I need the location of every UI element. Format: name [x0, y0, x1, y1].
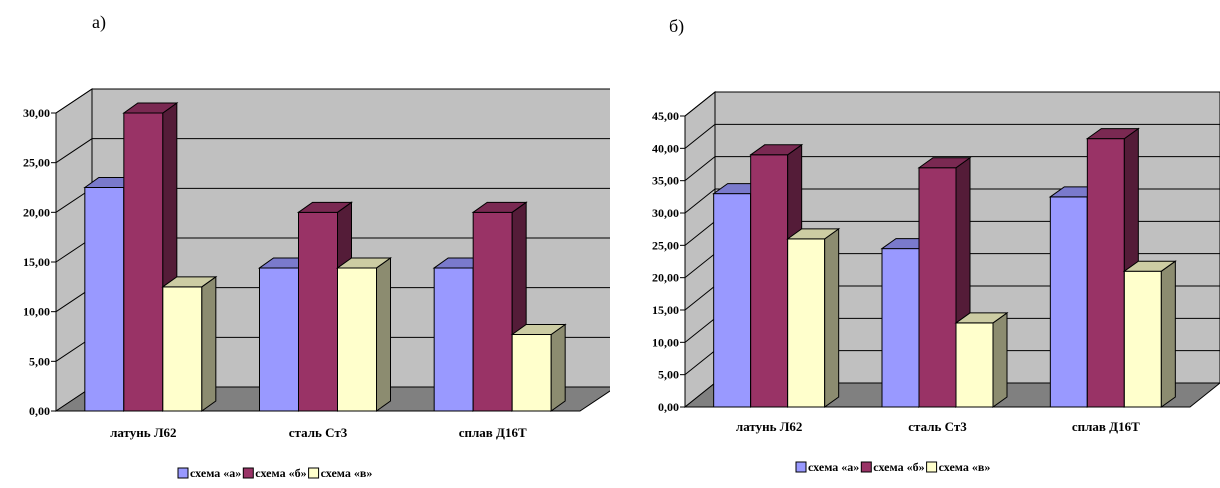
legend-label: схема «а»	[190, 466, 241, 480]
legend-swatch	[308, 467, 320, 479]
x-category-label: сплав Д16Т	[459, 425, 527, 440]
legend-swatch	[242, 467, 254, 479]
side-wall	[684, 90, 716, 409]
y-tick-label: 0,00	[658, 400, 679, 414]
gridline	[55, 138, 616, 164]
bar-side	[992, 311, 1008, 408]
bar-front	[918, 167, 957, 408]
y-tick-label: 5,00	[658, 368, 679, 382]
x-category-label: латунь Л62	[110, 425, 176, 440]
bar-front	[787, 238, 826, 408]
bar-front	[337, 267, 377, 412]
bar-front	[713, 193, 752, 408]
bar-side	[824, 227, 840, 408]
legend-label: схема «в»	[939, 460, 991, 474]
bar-front	[511, 334, 552, 412]
x-category-label: сталь Ст3	[289, 425, 348, 440]
bar-side	[550, 323, 566, 412]
y-tick-label: 25,00	[23, 156, 50, 170]
bar-top	[954, 312, 1009, 324]
bar-side	[1160, 260, 1176, 408]
bar-front	[881, 248, 920, 408]
chart-b-svg: 0,00 5,00 10,00 15,00 20,00 25,00 30,00 35,00 40…	[652, 90, 1220, 474]
legend-swatch	[177, 467, 189, 479]
chart-panel-a: а) 0,00 5,00 10,00 15,00 20,00 25,00 30,00 лату…	[0, 0, 618, 483]
bar-top	[749, 144, 804, 156]
y-tick-label: 20,00	[23, 205, 50, 219]
bar-front	[750, 154, 789, 408]
gridline	[684, 156, 1220, 182]
x-category-label: латунь Л62	[736, 419, 802, 434]
bar-front	[1049, 196, 1088, 408]
panel-label-a: а)	[92, 12, 106, 32]
panel-label-b: б)	[669, 16, 685, 36]
y-tick-label: 10,00	[23, 305, 50, 319]
bar-side	[201, 275, 217, 412]
legend-label: схема «в»	[321, 466, 373, 480]
legend-label: схема «б»	[255, 466, 306, 480]
bar-front	[1123, 270, 1162, 408]
bar-top	[122, 102, 179, 114]
bar-top	[335, 257, 393, 269]
bar-top	[1122, 260, 1177, 272]
bar-front	[298, 211, 338, 412]
chart-a-svg: 0,00 5,00 10,00 15,00 20,00 25,00 30,00 латунь …	[23, 88, 618, 480]
y-tick-label: 0,00	[29, 404, 50, 418]
bar-front	[1086, 138, 1125, 408]
y-tick-label: 30,00	[23, 106, 50, 120]
chart-panel-b: б) 0,00 5,00 10,00 15,00 20,00 25,00 30,00 35,0…	[610, 0, 1220, 483]
bar-top	[786, 228, 841, 240]
bar-top	[296, 201, 354, 213]
y-tick-label: 35,00	[652, 174, 679, 188]
bar-top	[1085, 128, 1140, 140]
y-tick-label: 40,00	[652, 141, 679, 155]
bar-top	[917, 157, 972, 169]
legend-label: схема «а»	[808, 460, 859, 474]
bar-front	[472, 211, 513, 412]
y-tick-label: 45,00	[652, 109, 679, 123]
legend-swatch	[860, 461, 872, 473]
bar-top	[471, 201, 528, 213]
bar-top	[510, 324, 567, 336]
legend-swatch	[795, 461, 807, 473]
bar-front	[433, 267, 474, 412]
legend-swatch	[926, 461, 938, 473]
bar-top	[161, 276, 218, 288]
y-tick-label: 25,00	[652, 238, 679, 252]
gridline	[55, 88, 616, 114]
legend-label: схема «б»	[873, 460, 924, 474]
bar-front	[84, 187, 125, 412]
bar-side	[376, 256, 391, 412]
x-category-label: сталь Ст3	[908, 419, 967, 434]
bar-front	[123, 112, 164, 412]
bar-front	[162, 286, 203, 412]
bar-front	[955, 322, 994, 408]
y-tick-label: 15,00	[23, 255, 50, 269]
y-tick-label: 20,00	[652, 271, 679, 285]
gridline	[684, 188, 1220, 214]
gridline	[684, 91, 1220, 117]
bar-front	[259, 267, 299, 412]
y-tick-label: 15,00	[652, 303, 679, 317]
y-tick-label: 10,00	[652, 335, 679, 349]
gridline	[684, 123, 1220, 149]
y-tick-label: 5,00	[29, 354, 50, 368]
x-category-label: сплав Д16Т	[1072, 419, 1140, 434]
y-tick-label: 30,00	[652, 206, 679, 220]
